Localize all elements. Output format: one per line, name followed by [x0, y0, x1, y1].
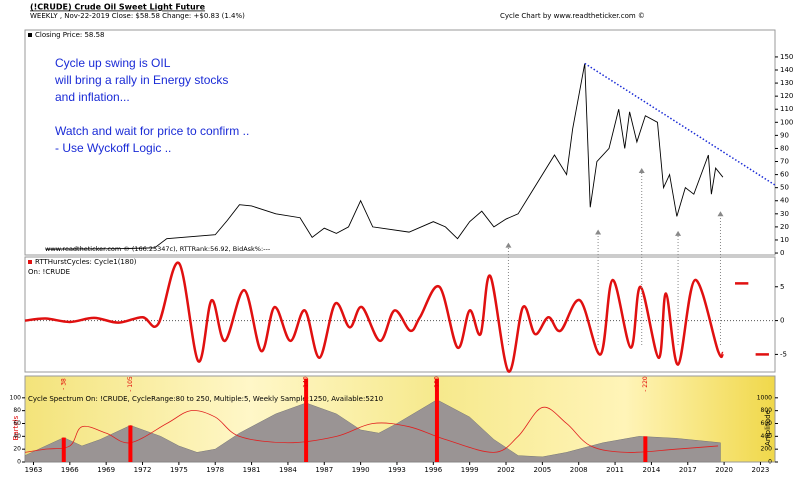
x-tick-label: 1975 — [170, 466, 188, 474]
y-tick-label: 30 — [780, 210, 789, 218]
y2-axis-label: Amplitude — [764, 410, 772, 446]
price-panel — [24, 29, 776, 256]
y-tick-label: 120 — [780, 92, 793, 100]
annotation: will bring a rally in Energy stocks — [54, 73, 228, 87]
bar-label: - 105 — [127, 376, 134, 392]
y-tick-label: 150 — [780, 53, 793, 61]
y2-tick-label: 1000 — [757, 394, 772, 401]
bar-label: - 220 — [642, 376, 649, 392]
x-tick-label: 2014 — [642, 466, 660, 474]
side-label: Bartels — [12, 415, 20, 440]
y-tick-label: 40 — [780, 197, 789, 205]
x-tick-label: 2017 — [679, 466, 697, 474]
y-tick-label: 140 — [780, 66, 793, 74]
x-tick-label: 1981 — [243, 466, 261, 474]
y-tick-label: 40 — [13, 433, 21, 440]
y2-tick-label: 200 — [761, 446, 773, 453]
x-tick-label: 1972 — [134, 466, 152, 474]
legend: Cycle Spectrum On: !CRUDE, CycleRange:80… — [28, 395, 383, 403]
y-tick-label: 60 — [780, 171, 789, 179]
y-tick-label: 10 — [780, 236, 789, 244]
subtitle: On: !CRUDE — [28, 268, 70, 276]
x-tick-label: 2005 — [533, 466, 551, 474]
x-tick-label: 1987 — [315, 466, 333, 474]
arrow-head — [638, 168, 645, 174]
credit: Cycle Chart by www.readtheticker.com © — [500, 12, 645, 20]
y-tick-label: 100 — [780, 118, 793, 126]
bar — [643, 436, 648, 462]
bar — [128, 425, 133, 462]
x-tick-label: 1984 — [279, 466, 297, 474]
y-tick-label: 20 — [13, 446, 21, 453]
x-tick-label: 1978 — [206, 466, 224, 474]
subtitle: WEEKLY , Nov-22-2019 Close: $58.58 Chang… — [30, 12, 245, 20]
y-tick-label: 50 — [780, 184, 789, 192]
legend-swatch — [28, 260, 32, 264]
y-tick-label: 0 — [780, 317, 784, 325]
bar — [61, 437, 66, 462]
y-tick-label: -5 — [780, 350, 787, 358]
x-tick-label: 2020 — [715, 466, 733, 474]
y2-tick-label: 400 — [761, 433, 773, 440]
x-tick-label: 2002 — [497, 466, 515, 474]
y2-tick-label: 0 — [768, 459, 772, 466]
x-tick-label: 1993 — [388, 466, 406, 474]
arrow-head — [505, 242, 512, 248]
x-tick-label: 1999 — [461, 466, 479, 474]
y-tick-label: 70 — [780, 158, 789, 166]
x-tick-label: 2023 — [752, 466, 770, 474]
y2-tick-label: 600 — [761, 420, 773, 427]
chart-title: (!CRUDE) Crude Oil Sweet Light Future — [30, 3, 206, 12]
x-tick-label: 1996 — [424, 466, 442, 474]
y-tick-label: 60 — [13, 420, 21, 427]
x-tick-label: 1990 — [352, 466, 370, 474]
annotation: Cycle up swing is OIL — [55, 56, 171, 70]
bar — [304, 378, 309, 462]
y-tick-label: 130 — [780, 79, 793, 87]
y-tick-label: 5 — [780, 283, 784, 291]
y-tick-label: 90 — [780, 131, 789, 139]
x-tick-label: 1966 — [61, 466, 79, 474]
y-tick-label: 110 — [780, 105, 793, 113]
arrow-head — [595, 229, 602, 235]
footer: www.readtheticker.com © (166.25347c), RT… — [45, 245, 271, 253]
spectrum-curve — [24, 406, 719, 453]
annotation: - Use Wyckoff Logic .. — [55, 141, 171, 155]
series-line — [24, 261, 725, 373]
y-tick-label: 0 — [780, 249, 784, 257]
annotation: and inflation... — [55, 90, 130, 104]
y-tick-label: 80 — [13, 407, 21, 414]
y2-tick-label: 800 — [761, 407, 773, 414]
y-tick-label: 20 — [780, 223, 789, 231]
legend: RTTHurstCycles: Cycle1(180) — [35, 258, 137, 266]
arrow-head — [717, 211, 724, 217]
y-tick-label: 0 — [17, 459, 21, 466]
annotation: Watch and wait for price to confirm .. — [55, 124, 249, 138]
x-tick-label: 1969 — [97, 466, 115, 474]
arrow-head — [675, 230, 682, 236]
x-tick-label: 2011 — [606, 466, 624, 474]
bar — [434, 378, 439, 462]
legend: Closing Price: 58.58 — [35, 31, 105, 39]
bar-label: - 160 — [433, 376, 440, 392]
x-tick-label: 1963 — [25, 466, 43, 474]
trend-line — [584, 62, 776, 186]
y-tick-label: 80 — [780, 144, 789, 152]
bar-label: - 38 — [60, 378, 67, 390]
x-tick-label: 2008 — [570, 466, 588, 474]
y-tick-label: 100 — [10, 394, 22, 401]
bar-label: - 140 — [303, 376, 310, 392]
legend-swatch — [28, 33, 32, 37]
series-line — [45, 63, 724, 250]
